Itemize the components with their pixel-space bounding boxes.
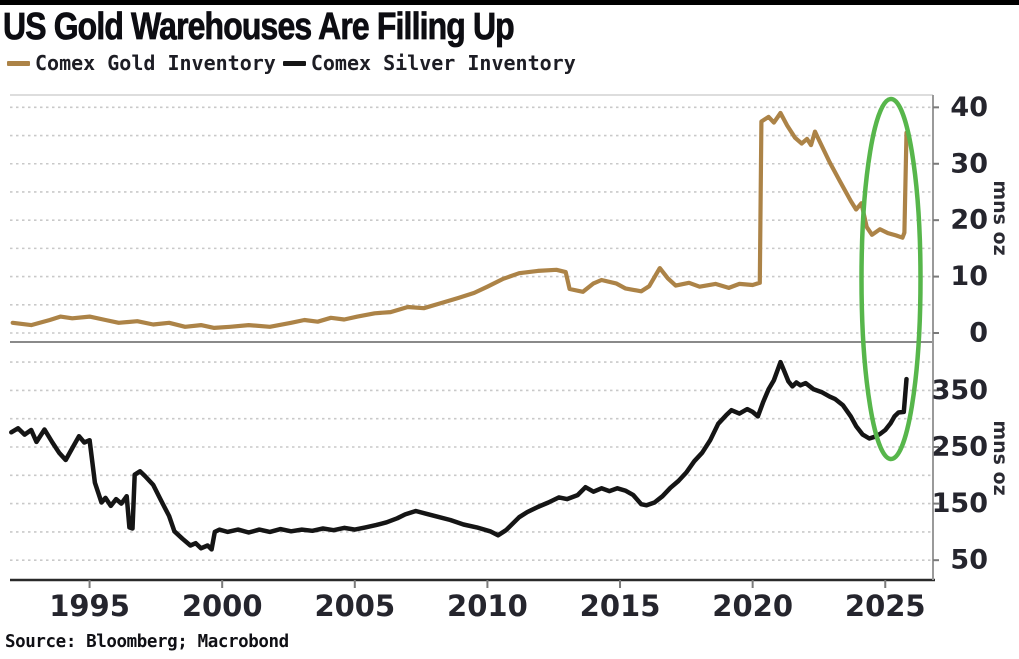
bottom-y-tick-label: 150 xyxy=(932,488,988,519)
top-border xyxy=(0,0,1019,5)
chart-legend: Comex Gold Inventory Comex Silver Invento… xyxy=(7,51,583,75)
highlight-ellipse xyxy=(859,96,923,462)
top-y-tick-label: 40 xyxy=(950,92,988,123)
top-y-tick-label: 0 xyxy=(969,318,988,349)
x-tick-label: 1995 xyxy=(49,589,130,623)
top-y-tick-label: 20 xyxy=(950,205,988,236)
legend-swatch-silver xyxy=(282,60,306,66)
x-tick-label: 2010 xyxy=(447,589,528,623)
bottom-y-tick-label: 350 xyxy=(932,375,988,406)
bottom-unit-label: mns oz xyxy=(989,420,1011,495)
chart-title: US Gold Warehouses Are Filling Up xyxy=(3,6,515,49)
gold-line xyxy=(10,110,909,330)
x-tick-label: 2000 xyxy=(182,589,263,623)
top-unit-label: mns oz xyxy=(989,180,1011,255)
x-tick-label: 2025 xyxy=(845,589,926,623)
bottom-y-tick-label: 50 xyxy=(950,545,988,576)
legend-swatch-gold xyxy=(7,60,30,66)
x-tick-label: 2015 xyxy=(580,589,661,623)
top-y-tick-label: 30 xyxy=(950,148,988,179)
bottom-y-tick-label: 250 xyxy=(932,432,988,463)
source-note: Source: Bloomberg; Macrobond xyxy=(5,632,289,652)
x-tick-label: 2020 xyxy=(712,589,793,623)
legend-item-silver: Comex Silver Inventory xyxy=(282,51,576,75)
legend-item-gold: Comex Gold Inventory xyxy=(7,51,276,75)
silver-line xyxy=(9,359,909,552)
legend-label-silver: Comex Silver Inventory xyxy=(310,51,576,75)
legend-label-gold: Comex Gold Inventory xyxy=(35,51,276,75)
top-y-tick-label: 10 xyxy=(950,261,988,292)
x-tick-label: 2005 xyxy=(314,589,395,623)
